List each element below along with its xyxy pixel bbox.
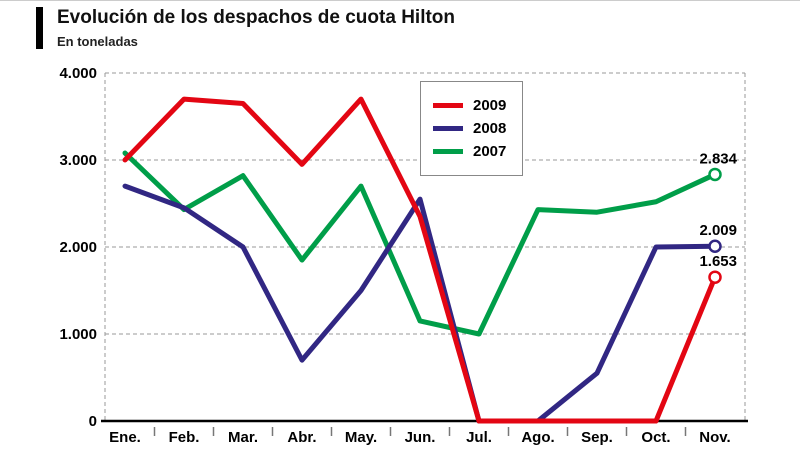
end-label-2007: 2.834 bbox=[699, 150, 737, 167]
series-line-2009 bbox=[122, 96, 718, 424]
y-axis-label: 2.000 bbox=[59, 239, 97, 256]
end-marker-2007 bbox=[708, 167, 722, 182]
end-marker-2009 bbox=[708, 270, 722, 284]
legend-swatch-2008 bbox=[433, 126, 463, 131]
series-line-2007 bbox=[122, 150, 718, 337]
series-line-2008 bbox=[122, 183, 718, 424]
x-axis-label: Mar. bbox=[228, 429, 258, 446]
end-label-2008: 2.009 bbox=[699, 222, 737, 239]
page-title: Evolución de los despachos de cuota Hilt… bbox=[57, 7, 456, 28]
legend-item-2009: 2009 bbox=[433, 97, 506, 114]
x-axis-label: Ago. bbox=[521, 429, 554, 446]
legend-label-2008: 2008 bbox=[473, 120, 507, 137]
legend: 2009 2008 2007 bbox=[420, 81, 524, 176]
x-axis-label: Abr. bbox=[287, 429, 316, 446]
x-axis-label: Feb. bbox=[169, 429, 200, 446]
x-axis-label: Sep. bbox=[581, 429, 613, 446]
x-axis-label: Oct. bbox=[641, 429, 670, 446]
x-axis-label: Nov. bbox=[699, 429, 730, 446]
x-axis-label: May. bbox=[345, 429, 377, 446]
y-axis-label: 1.000 bbox=[59, 326, 97, 343]
legend-swatch-2007 bbox=[433, 149, 463, 154]
x-axis-label: Jun. bbox=[405, 429, 436, 446]
y-axis-label: 0 bbox=[89, 413, 97, 430]
x-axis-label: Jul. bbox=[466, 429, 492, 446]
legend-swatch-2009 bbox=[433, 103, 463, 108]
end-marker-2008 bbox=[708, 239, 722, 253]
chart-header: Evolución de los despachos de cuota Hilt… bbox=[36, 7, 455, 49]
legend-label-2009: 2009 bbox=[473, 97, 507, 114]
y-axis-label: 3.000 bbox=[59, 152, 97, 169]
legend-item-2008: 2008 bbox=[433, 120, 506, 137]
chart-subtitle: En toneladas bbox=[57, 33, 138, 49]
y-axis-label: 4.000 bbox=[59, 65, 97, 82]
x-axis-label: Ene. bbox=[109, 429, 141, 446]
end-label-2009: 1.653 bbox=[699, 253, 737, 270]
legend-item-2007: 2007 bbox=[433, 143, 506, 160]
legend-label-2007: 2007 bbox=[473, 143, 507, 160]
